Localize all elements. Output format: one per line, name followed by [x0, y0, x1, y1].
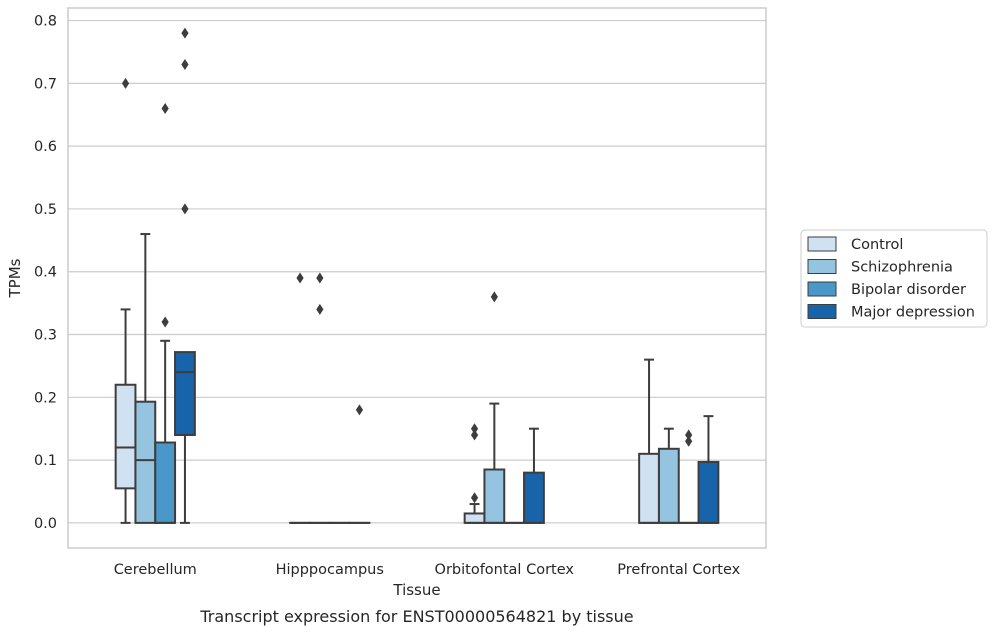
- y-tick-label: 0.3: [34, 328, 57, 344]
- legend-swatch: [807, 259, 837, 274]
- outlier-point: [470, 492, 479, 504]
- x-axis-ticks: Cerebellum Hipppocampus Orbitofontal Corte…: [114, 562, 741, 578]
- y-tick-label: 0.4: [34, 265, 57, 281]
- outlier-point: [161, 316, 169, 328]
- y-tick-label: 0.6: [34, 139, 57, 155]
- box-body: [134, 400, 157, 524]
- y-tick-label: 0.7: [34, 76, 57, 92]
- outlier-point: [685, 429, 693, 441]
- box-body: [463, 512, 486, 524]
- box-body: [523, 471, 545, 524]
- x-tick-label: Orbitofontal Cortex: [435, 562, 575, 578]
- box-body: [483, 468, 506, 524]
- box-schizophrenia: [134, 233, 157, 524]
- box-major-depression: [174, 27, 196, 524]
- legend-swatch: [807, 304, 837, 319]
- y-tick-label: 0.8: [34, 14, 57, 30]
- y-axis-ticks: 0.0 0.1 0.2 0.3 0.4 0.5 0.6 0.7 0.8: [34, 14, 57, 532]
- box-control: [463, 423, 486, 524]
- y-tick-label: 0.5: [34, 202, 57, 218]
- outlier-point: [181, 203, 189, 215]
- plot-frame: [67, 7, 767, 549]
- box-major-depression: [348, 404, 371, 524]
- box-control: [638, 358, 660, 524]
- box-body: [174, 351, 196, 436]
- outlier-point: [121, 77, 130, 89]
- outlier-point: [181, 59, 189, 71]
- legend-swatch: [807, 281, 837, 297]
- outlier-point: [181, 27, 189, 39]
- x-tick-label: Hipppocampus: [276, 562, 384, 578]
- box-body: [638, 452, 660, 524]
- legend-swatch: [807, 236, 837, 252]
- box-schizophrenia: [657, 427, 680, 524]
- outlier-point: [490, 291, 498, 303]
- box-bipolar-disorder: [677, 429, 700, 524]
- box-bipolar-disorder: [154, 102, 177, 524]
- box-body: [114, 383, 137, 490]
- box-control: [114, 77, 137, 524]
- chart-caption: Transcript expression for ENST0000056482…: [199, 607, 633, 626]
- x-axis-label: Tissue: [392, 581, 440, 599]
- x-tick-label: Cerebellum: [114, 562, 197, 578]
- box-body: [154, 441, 177, 524]
- y-axis-label: TPMs: [6, 258, 24, 298]
- legend-label: Schizophrenia: [851, 260, 953, 276]
- legend: Control Schizophrenia Bipolar disorder Majo…: [800, 229, 988, 328]
- outlier-point: [161, 102, 169, 114]
- outlier-point: [316, 303, 324, 315]
- legend-label: Bipolar disorder: [851, 282, 966, 298]
- outlier-point: [355, 404, 364, 416]
- legend-label: Major depression: [851, 305, 975, 321]
- x-tick-label: Prefrontal Cortex: [617, 562, 740, 578]
- outlier-point: [470, 429, 479, 441]
- legend-label: Control: [851, 237, 903, 253]
- box-major-depression: [523, 427, 545, 524]
- y-tick-label: 0.2: [34, 390, 57, 406]
- box-schizophrenia: [483, 291, 506, 524]
- outlier-point: [316, 272, 324, 284]
- legend-frame: [800, 229, 988, 328]
- box-body: [697, 460, 720, 524]
- outlier-point: [685, 435, 693, 447]
- y-tick-label: 0.0: [34, 516, 57, 532]
- y-tick-label: 0.1: [34, 453, 57, 469]
- outlier-point: [296, 272, 304, 284]
- outlier-point: [470, 423, 479, 435]
- box-body: [657, 447, 680, 524]
- box-plot-marks: [114, 27, 720, 524]
- box-major-depression: [697, 415, 720, 524]
